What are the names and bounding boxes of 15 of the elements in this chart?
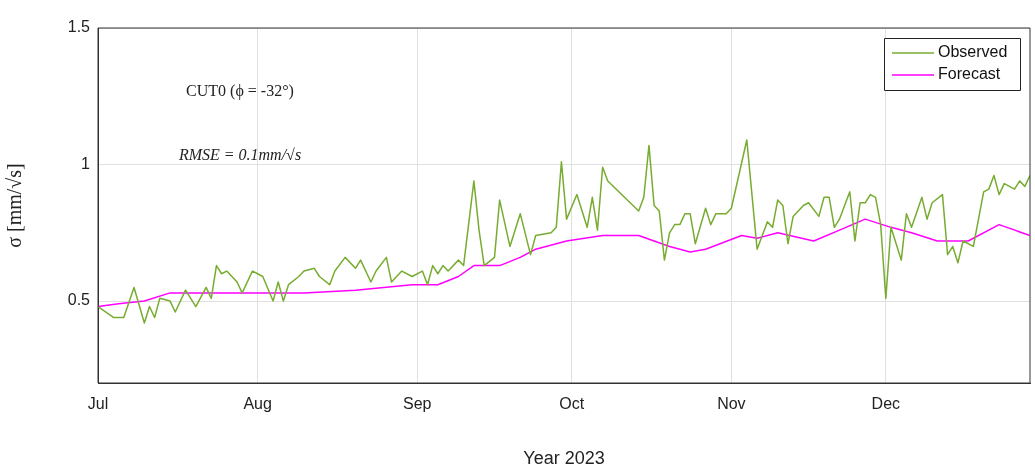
x-tick-label: Aug [243,395,272,413]
y-tick-label: 1 [81,154,91,172]
x-tick-label: Sep [403,395,432,413]
x-tick-label: Oct [559,395,585,413]
x-tick-label: Jul [87,395,109,413]
x-tick-label: Dec [871,395,901,413]
annotation: CUT0 (ϕ = -32°) [186,82,294,101]
annotation: RMSE = 0.1mm/√s [177,146,302,164]
x-tick-label: Nov [717,395,746,413]
legend-label: Forecast [938,65,1001,83]
y-tick-label: 1.5 [67,18,91,36]
y-tick-label: 0.5 [67,291,91,309]
y-axis-title: σ [mm/√s] [3,163,26,248]
x-axis-title: Year 2023 [523,448,605,469]
legend-label: Observed [938,43,1008,61]
